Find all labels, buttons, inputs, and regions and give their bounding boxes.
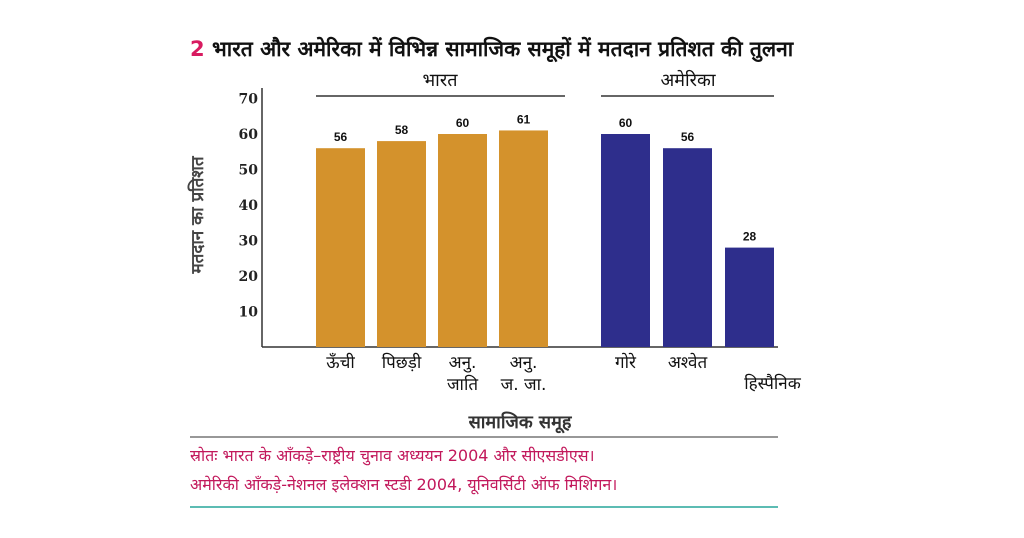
y-ticks: 10 20 30 40 50 60 70 xyxy=(239,92,259,321)
data-label-0-2: 60 xyxy=(456,116,470,130)
data-label-1-0: 60 xyxy=(619,116,633,130)
figure-number: 2 xyxy=(190,37,205,61)
group-headers: भारत अमेरिका xyxy=(316,69,774,97)
data-label-1-2: 28 xyxy=(743,230,757,244)
y-tick-label-30: 30 xyxy=(239,234,259,250)
category-label-1-2-0: हिस्पैनिक xyxy=(744,373,802,394)
category-label-0-2-1: जाति xyxy=(447,374,478,395)
bar-0-3 xyxy=(499,130,548,347)
data-label-0-0: 56 xyxy=(334,130,348,144)
bar-1-2 xyxy=(725,247,774,347)
bar-1-1 xyxy=(663,148,712,347)
group-header-0: भारत xyxy=(423,70,459,91)
source-line-1: स्रोतः भारत के आँकड़े–राष्ट्रीय चुनाव अध… xyxy=(190,446,595,466)
data-label-1-1: 56 xyxy=(681,130,695,144)
bar-0-2 xyxy=(438,134,487,347)
y-tick-label-10: 10 xyxy=(239,305,259,321)
category-label-1-0-0: गोरे xyxy=(615,352,637,373)
group-header-1: अमेरिका xyxy=(660,69,715,91)
y-tick-label-20: 20 xyxy=(239,269,259,285)
category-label-0-3-1: ज. जा. xyxy=(501,375,547,395)
category-label-0-3-0: अनु. xyxy=(510,353,538,373)
y-axis-label: मतदान का प्रतिशत xyxy=(187,155,208,274)
category-label-0-2-0: अनु. xyxy=(449,353,477,373)
category-label-0-1-0: पिछड़ी xyxy=(382,352,422,373)
y-tick-label-60: 60 xyxy=(239,127,259,143)
data-label-0-1: 58 xyxy=(395,123,409,137)
chart-title: भारत और अमेरिका में विभिन्न सामाजिक समूह… xyxy=(212,36,795,63)
bar-0-0 xyxy=(316,148,365,347)
category-label-1-1-0: अश्वेत xyxy=(668,352,708,373)
data-label-0-3: 61 xyxy=(517,112,531,126)
x-axis-label: सामाजिक समूह xyxy=(468,411,573,434)
y-tick-label-70: 70 xyxy=(239,92,259,108)
bar-1-0 xyxy=(601,134,650,347)
source-line-2: अमेरिकी आँकड़े-नेशनल इलेक्शन स्टडी 2004,… xyxy=(190,475,617,495)
y-tick-label-50: 50 xyxy=(239,163,259,179)
category-label-0-0-0: ऊँची xyxy=(326,352,355,373)
y-tick-label-40: 40 xyxy=(239,198,259,214)
bar-0-1 xyxy=(377,141,426,347)
